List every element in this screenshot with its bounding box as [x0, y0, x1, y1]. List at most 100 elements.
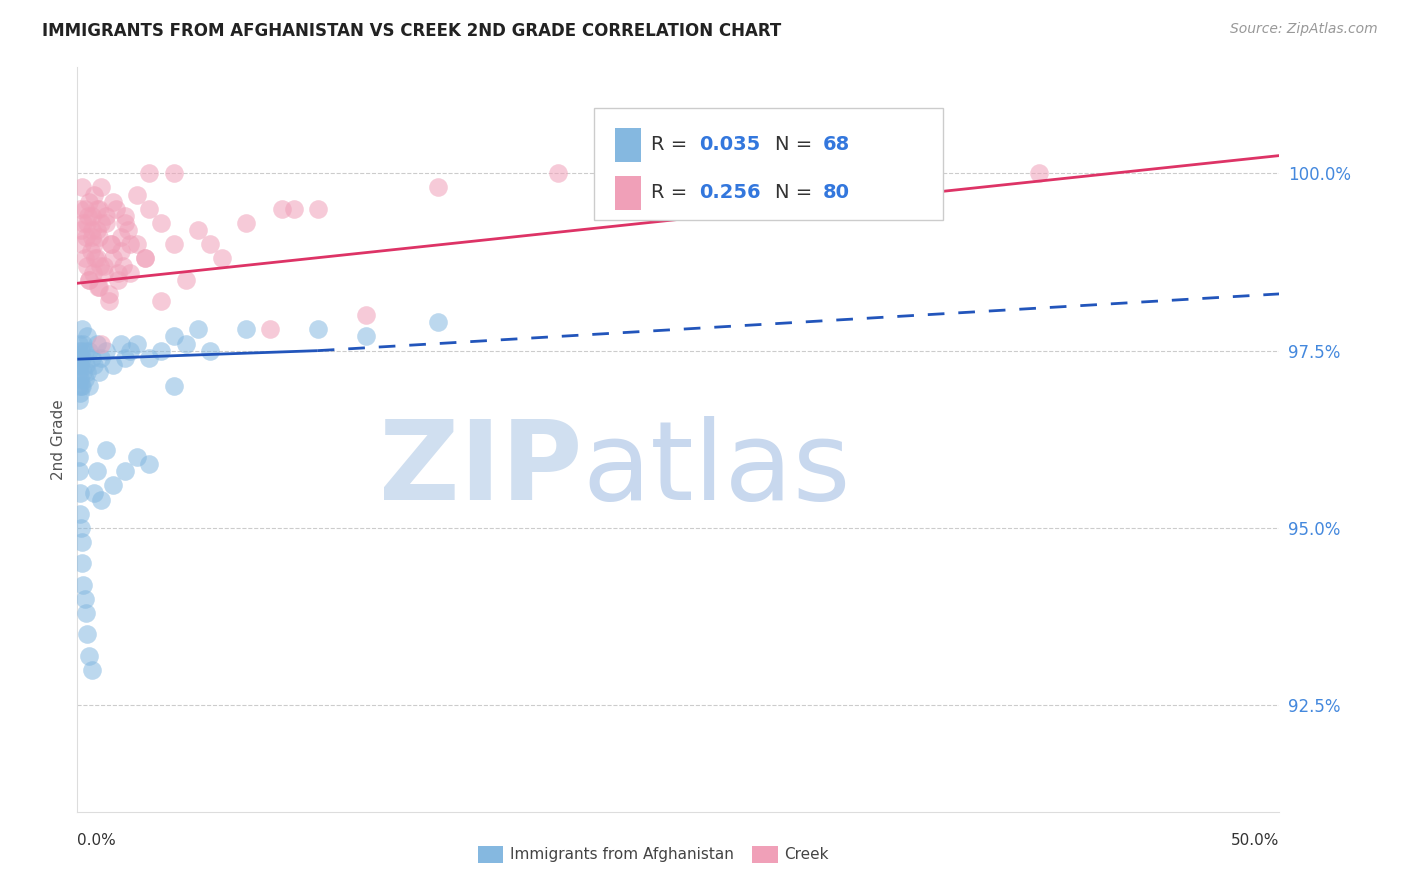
Point [83, 187, 105, 202]
Text: atlas: atlas [582, 416, 851, 523]
Point [120, 343, 142, 358]
Point [908, 166, 931, 180]
Point [127, 336, 149, 351]
Point [127, 450, 149, 464]
Point [69, 485, 91, 500]
Point [76, 365, 98, 379]
Point [259, 322, 281, 336]
Point [69, 507, 91, 521]
Point [103, 252, 125, 266]
Point [73, 372, 96, 386]
Point [235, 322, 257, 336]
Point [107, 273, 129, 287]
Point [75, 358, 97, 372]
Point [79, 273, 101, 287]
Point [150, 293, 173, 308]
Text: R =: R = [651, 136, 693, 154]
Point [270, 202, 292, 216]
Point [86, 202, 108, 216]
Point [70, 223, 93, 237]
Point [668, 166, 690, 180]
Point [67, 435, 90, 450]
Point [96, 343, 118, 358]
Point [80, 351, 103, 365]
Point [100, 237, 122, 252]
Text: 80: 80 [823, 184, 849, 202]
Point [84, 252, 107, 266]
Point [117, 223, 139, 237]
Point [87, 230, 110, 244]
Point [83, 485, 105, 500]
Point [70, 343, 93, 358]
Point [77, 209, 100, 223]
Point [80, 209, 103, 223]
Point [134, 252, 156, 266]
Point [97, 293, 120, 308]
Point [79, 194, 101, 209]
Point [427, 315, 450, 329]
Point [70, 521, 93, 535]
Point [96, 442, 118, 457]
Point [87, 202, 110, 216]
Point [198, 343, 221, 358]
Point [138, 202, 160, 216]
Point [80, 230, 103, 244]
Point [103, 478, 125, 492]
Point [67, 450, 90, 464]
Point [235, 216, 257, 230]
Point [73, 202, 96, 216]
Point [86, 252, 108, 266]
Point [90, 492, 112, 507]
Point [174, 273, 197, 287]
Point [97, 286, 120, 301]
Point [93, 266, 115, 280]
Point [76, 216, 98, 230]
Point [82, 266, 104, 280]
Point [103, 358, 125, 372]
Point [110, 244, 132, 259]
Bar [614, 128, 641, 161]
Point [138, 351, 160, 365]
Point [67, 379, 90, 393]
Point [110, 336, 132, 351]
Text: 0.035: 0.035 [699, 136, 761, 154]
Point [70, 379, 93, 393]
Point [67, 393, 90, 408]
Point [83, 237, 105, 252]
Point [174, 336, 197, 351]
Point [90, 180, 112, 194]
Point [72, 336, 94, 351]
Point [354, 329, 377, 343]
Point [69, 372, 91, 386]
Point [70, 379, 93, 393]
Point [69, 386, 91, 401]
Text: Creek: Creek [785, 847, 830, 862]
Point [79, 379, 101, 393]
Point [70, 535, 93, 549]
Text: 0.256: 0.256 [699, 184, 761, 202]
Point [70, 351, 93, 365]
Point [69, 202, 91, 216]
Point [73, 343, 96, 358]
Text: 68: 68 [823, 136, 849, 154]
Point [111, 259, 134, 273]
Point [100, 237, 122, 252]
Point [67, 358, 90, 372]
Point [93, 259, 115, 273]
FancyBboxPatch shape [595, 108, 943, 219]
Point [127, 237, 149, 252]
Point [96, 209, 118, 223]
Text: Immigrants from Afghanistan: Immigrants from Afghanistan [510, 847, 734, 862]
Point [120, 266, 142, 280]
Point [89, 259, 111, 273]
Point [90, 336, 112, 351]
Point [198, 237, 221, 252]
Point [79, 648, 101, 663]
Point [138, 166, 160, 180]
Point [103, 194, 125, 209]
Point [104, 202, 127, 216]
Point [307, 322, 329, 336]
Point [162, 379, 184, 393]
Point [87, 280, 110, 294]
Point [75, 230, 97, 244]
